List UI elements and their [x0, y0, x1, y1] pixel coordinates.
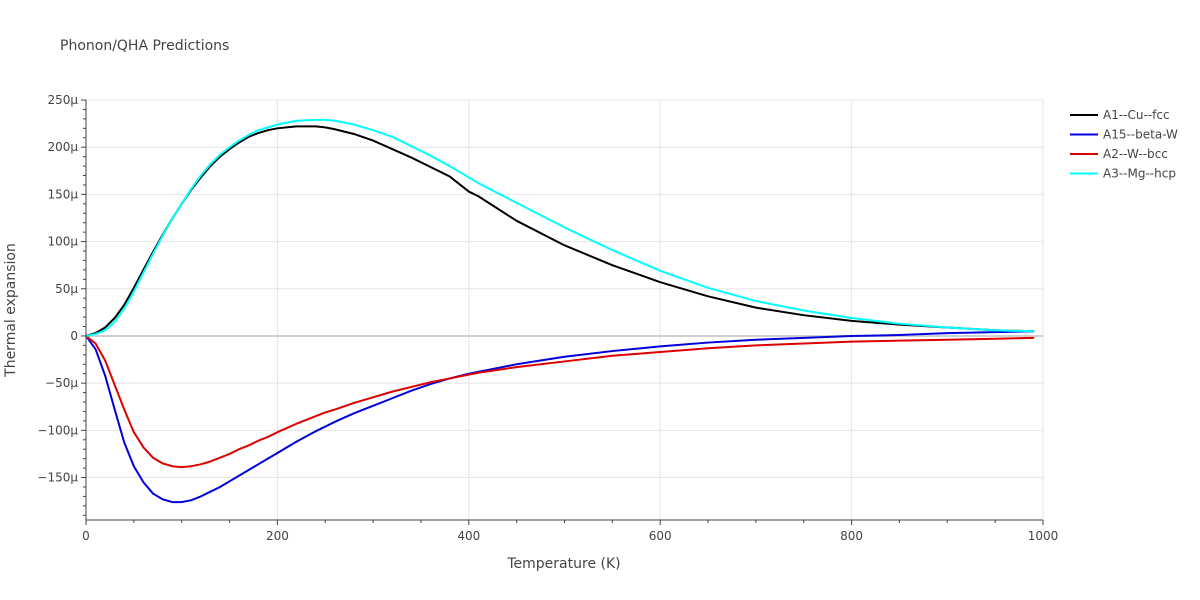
y-tick-label: −100μ	[37, 423, 78, 437]
legend-item[interactable]: A3--Mg--hcp	[1070, 167, 1176, 181]
series-line-a2-w-bcc	[85, 334, 1035, 469]
y-tick-label: 200μ	[47, 140, 78, 154]
series-line-a3-mg-hcp	[85, 118, 1035, 337]
y-tick-label: 0	[70, 329, 78, 343]
x-tick-label: 800	[840, 529, 863, 543]
x-axis-title: Temperature (K)	[506, 556, 620, 572]
x-tick-label: 400	[457, 529, 480, 543]
legend[interactable]: A1--Cu--fcc A15--beta-W A2--W--bcc A3--Mg--…	[1070, 108, 1178, 181]
chart-title: Phonon/QHA Predictions	[60, 38, 229, 54]
legend-label: A1--Cu--fcc	[1103, 108, 1170, 122]
x-tick-label: 1000	[1028, 529, 1059, 543]
y-tick-label: −150μ	[37, 471, 78, 485]
legend-item[interactable]: A2--W--bcc	[1070, 147, 1168, 161]
y-tick-label: −50μ	[45, 376, 78, 390]
series-line-a15-beta-w	[85, 330, 1035, 504]
y-axis-title: Thermal expansion	[3, 243, 19, 378]
x-tick-label: 0	[82, 529, 90, 543]
legend-item[interactable]: A1--Cu--fcc	[1070, 108, 1170, 122]
grid-layer	[86, 99, 1044, 520]
y-tick-label: 150μ	[47, 187, 78, 201]
y-tick-label: 100μ	[47, 235, 78, 249]
legend-label: A15--beta-W	[1103, 128, 1178, 142]
y-tick-label: 50μ	[55, 282, 78, 296]
y-tick-label: 250μ	[47, 93, 78, 107]
series-layer	[85, 118, 1035, 504]
x-tick-label: 200	[266, 529, 289, 543]
legend-label: A3--Mg--hcp	[1103, 167, 1176, 181]
legend-item[interactable]: A15--beta-W	[1070, 128, 1178, 142]
axes-layer: 0 200 400 600 800 1000 −150μ −100μ −50μ 0 50μ 100μ 1…	[37, 93, 1058, 543]
legend-label: A2--W--bcc	[1103, 147, 1168, 161]
x-tick-label: 600	[649, 529, 672, 543]
